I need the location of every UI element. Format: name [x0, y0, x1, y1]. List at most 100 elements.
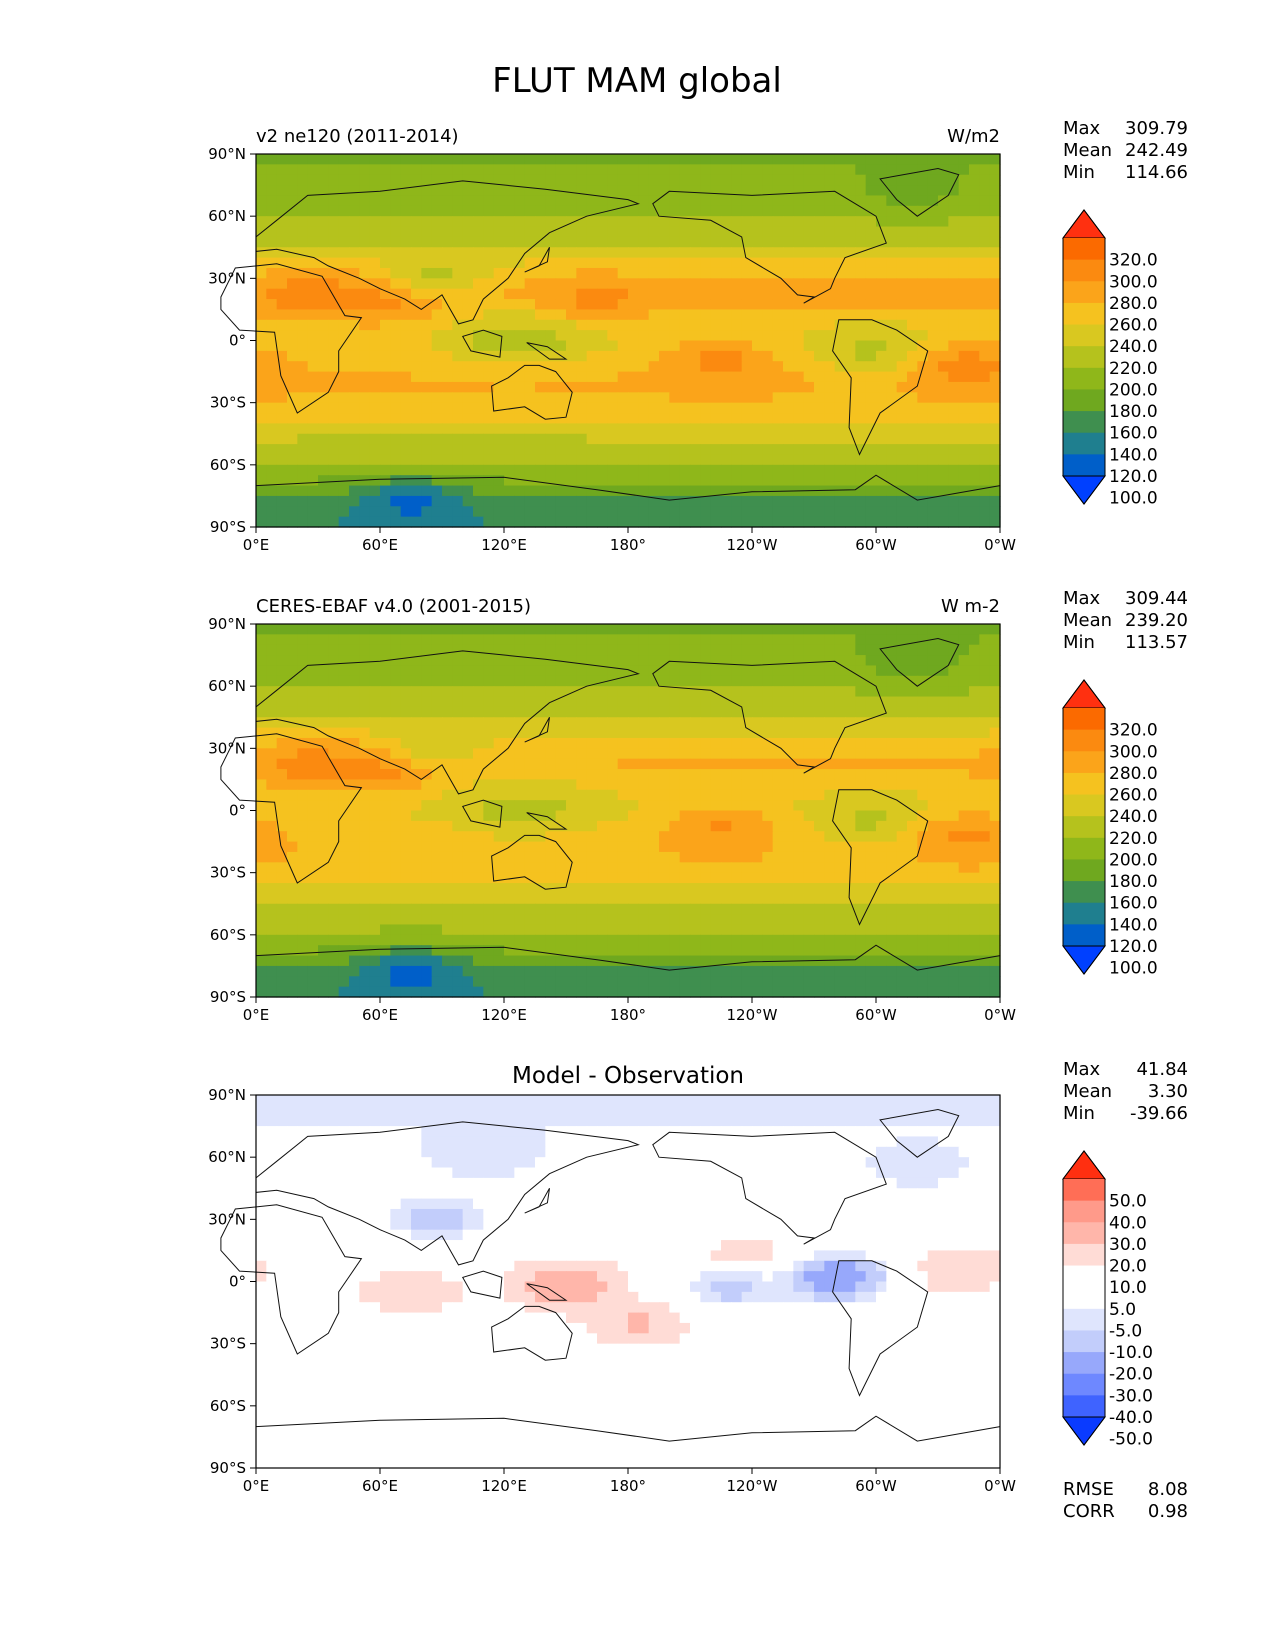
field-cell — [762, 769, 774, 781]
field-cell — [783, 779, 794, 791]
field-cell — [907, 831, 918, 843]
field-cell — [576, 319, 588, 331]
field-cell — [958, 675, 970, 687]
field-cell — [483, 893, 495, 905]
field-cell — [597, 267, 608, 279]
field-cell — [886, 779, 898, 791]
field-cell — [741, 831, 753, 843]
field-cell — [803, 914, 815, 926]
field-cell — [721, 914, 732, 926]
field-cell — [452, 185, 464, 197]
field-cell — [287, 226, 298, 238]
field-cell — [607, 675, 619, 687]
field-cell — [349, 485, 360, 497]
field-cell — [421, 665, 433, 677]
field-cell — [669, 154, 681, 165]
field-cell — [690, 319, 701, 331]
field-cell — [741, 841, 753, 853]
field-cell — [969, 392, 980, 404]
field-cell — [338, 288, 350, 300]
field-cell — [359, 361, 371, 373]
field-cell — [493, 485, 505, 497]
field-cell — [628, 831, 639, 843]
field-cell — [431, 624, 443, 635]
field-cell — [958, 820, 970, 832]
field-cell — [948, 205, 960, 217]
field-cell — [648, 924, 660, 936]
field-cell — [969, 748, 980, 760]
field-cell — [690, 257, 701, 269]
field-cell — [328, 309, 340, 321]
field-cell — [597, 164, 608, 176]
field-cell — [845, 247, 856, 259]
field-cell — [431, 423, 443, 435]
field-cell — [483, 727, 495, 739]
field-cell — [380, 624, 391, 635]
field-cell — [297, 516, 309, 528]
field-cell — [772, 914, 784, 926]
field-cell — [989, 216, 1001, 228]
field-cell — [493, 893, 505, 905]
field-cell — [617, 330, 629, 342]
field-cell — [421, 644, 433, 656]
field-cell — [462, 758, 474, 770]
field-cell — [638, 205, 650, 217]
field-cell — [648, 350, 660, 362]
field-cell — [855, 506, 867, 518]
field-cell — [390, 758, 402, 770]
field-cell — [535, 413, 546, 424]
field-cell — [338, 381, 350, 393]
field-cell — [907, 789, 918, 801]
field-cell — [390, 350, 402, 362]
field-cell — [493, 686, 505, 698]
field-cell — [514, 340, 526, 352]
field-cell — [669, 914, 681, 926]
field-cell — [669, 872, 681, 884]
field-cell — [276, 831, 288, 843]
field-cell — [359, 350, 371, 362]
field-cell — [287, 851, 298, 863]
field-cell — [865, 820, 877, 832]
field-cell — [958, 945, 970, 957]
field-cell — [524, 485, 536, 497]
field-cell — [803, 696, 815, 708]
field-cell — [710, 340, 722, 352]
field-cell — [411, 247, 422, 259]
field-cell — [390, 247, 402, 259]
field-cell — [462, 236, 474, 248]
coastline — [220, 263, 363, 414]
field-cell — [772, 686, 784, 698]
field-cell — [772, 634, 784, 646]
field-cell — [349, 444, 360, 456]
field-cell — [545, 495, 557, 507]
field-cell — [710, 717, 722, 729]
field-cell — [969, 164, 980, 176]
field-cell — [586, 841, 598, 853]
field-cell — [276, 381, 288, 393]
field-cell — [731, 758, 743, 770]
field-cell — [266, 841, 278, 853]
field-cell — [679, 299, 691, 311]
field-cell — [524, 164, 536, 176]
field-cell — [741, 634, 753, 646]
field-cell — [297, 696, 309, 708]
field-cell — [855, 706, 867, 718]
field-cell — [793, 402, 805, 414]
field-cell — [927, 903, 939, 915]
field-cell — [576, 779, 588, 791]
field-cell — [659, 216, 670, 228]
field-cell — [752, 717, 763, 729]
field-cell — [607, 154, 619, 165]
field-cell — [400, 634, 412, 646]
field-cell — [411, 686, 422, 698]
field-cell — [555, 299, 567, 311]
field-cell — [762, 862, 774, 874]
field-cell — [886, 903, 898, 915]
field-cell — [566, 413, 577, 424]
field-cell — [886, 727, 898, 739]
field-cell — [328, 506, 340, 518]
field-cell — [855, 464, 867, 476]
field-cell — [731, 361, 743, 373]
field-cell — [617, 236, 629, 248]
field-cell — [690, 748, 701, 760]
